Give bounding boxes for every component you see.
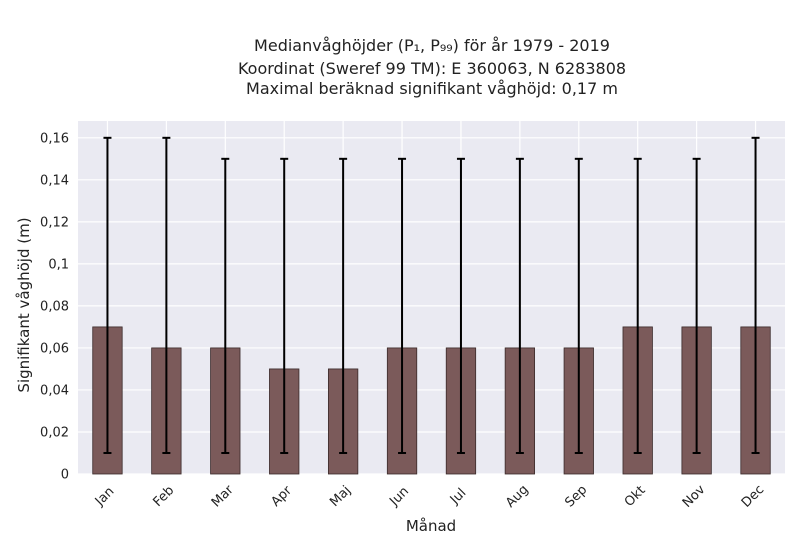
x-tick-label-maj: Maj — [327, 483, 354, 510]
y-tick-label: 0,02 — [40, 425, 69, 440]
x-tick-label-sep: Sep — [562, 483, 590, 511]
errorbar-feb — [162, 136, 171, 454]
errorbar-jul — [456, 157, 465, 454]
errorbar-okt — [633, 157, 642, 454]
x-axis-ticks: Jan Feb Mar Apr Maj Jun Jul Aug Sep Okt Nov Dec — [92, 482, 767, 511]
errorbar-maj — [339, 157, 348, 454]
x-tick-label-feb: Feb — [150, 483, 177, 510]
x-tick-label-dec: Dec — [739, 482, 767, 510]
errorbar-sep — [574, 157, 583, 454]
chart-title-line-3: Maximal beräknad signifikant våghöjd: 0,… — [246, 79, 618, 98]
x-tick-label-jan: Jan — [92, 484, 117, 509]
errorbar-aug — [515, 157, 524, 454]
x-tick-label-aug: Aug — [503, 482, 532, 511]
chart-title-line-2: Koordinat (Sweref 99 TM): E 360063, N 62… — [238, 59, 626, 78]
errorbar-jun — [398, 157, 407, 454]
y-axis-label: Signifikant våghöjd (m) — [15, 217, 33, 392]
x-tick-label-mar: Mar — [209, 482, 237, 510]
x-tick-label-okt: Okt — [622, 483, 649, 510]
errorbar-jan — [103, 136, 112, 454]
x-tick-label-jun: Jun — [386, 484, 412, 510]
plot-area — [78, 121, 785, 474]
y-tick-label: 0,08 — [40, 299, 69, 314]
x-tick-label-jul: Jul — [447, 486, 469, 508]
x-axis-label: Månad — [406, 517, 456, 535]
y-tick-label: 0,04 — [40, 383, 69, 398]
y-tick-label: 0,1 — [48, 257, 69, 272]
y-tick-label: 0,14 — [40, 173, 69, 188]
errorbar-nov — [692, 157, 701, 454]
y-axis-ticks: 0 0,02 0,04 0,06 0,08 0,1 0,12 0,14 0,16 — [40, 131, 69, 482]
errorbar-apr — [280, 157, 289, 454]
chart-title-line-1: Medianvåghöjder (P₁, P₉₉) för år 1979 - … — [254, 36, 610, 55]
x-tick-label-apr: Apr — [268, 483, 295, 510]
y-tick-label: 0,12 — [40, 215, 69, 230]
errorbar-dec — [751, 136, 760, 454]
y-tick-label: 0,16 — [40, 131, 69, 146]
x-tick-label-nov: Nov — [680, 482, 709, 511]
error-bars — [103, 136, 760, 454]
errorbar-mar — [221, 157, 230, 454]
y-tick-label: 0,06 — [40, 341, 69, 356]
y-tick-label: 0 — [61, 468, 69, 483]
